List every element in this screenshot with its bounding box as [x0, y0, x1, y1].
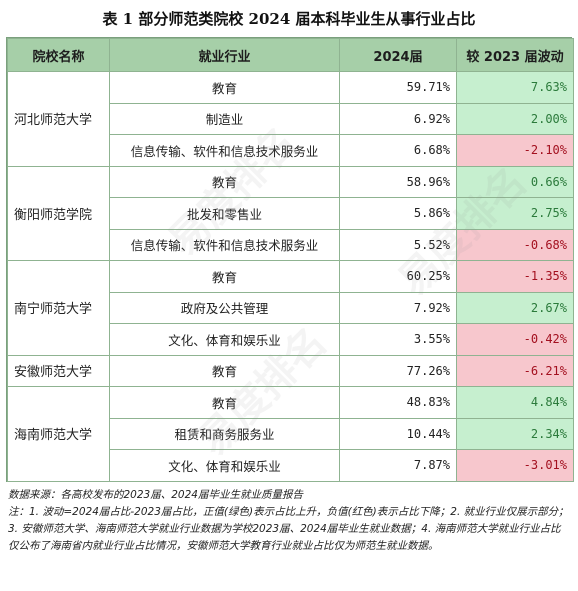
share-2024-cell: 7.92%: [339, 291, 457, 324]
table-row: 信息传输、软件和信息技术服务业 6.68% -2.10%: [8, 134, 574, 167]
table-row: 衡阳师范学院 教育 58.96% 0.66%: [7, 165, 574, 261]
share-2024-cell: 6.68%: [339, 134, 457, 167]
change-cell: 2.34%: [456, 417, 574, 450]
table-body: 河北师范大学 教育 59.71% 7.63% 制造业 6.92% 2.00% 信息传输、软件和…: [7, 71, 574, 482]
data-table: 院校名称 就业行业 2024届 较 2023 届波动 河北师范大学 教育 59.71…: [7, 38, 574, 482]
share-2024-cell: 3.55%: [339, 323, 457, 356]
change-cell: -1.35%: [456, 260, 574, 293]
source-note: 数据来源：各高校发布的2023届、2024届毕业生就业质量报告: [8, 489, 303, 501]
industry-cell: 文化、体育和娱乐业: [109, 323, 340, 356]
share-2024-cell: 6.92%: [339, 102, 457, 135]
change-cell: 2.67%: [456, 291, 574, 324]
share-2024-cell: 48.83%: [339, 386, 457, 419]
table-container: 院校名称 就业行业 2024届 较 2023 届波动 河北师范大学 教育 59.71…: [6, 37, 574, 482]
notes: 数据来源：各高校发布的2023届、2024届毕业生就业质量报告 注：1. 波动=…: [8, 487, 570, 555]
school-name-cell: 河北师范大学: [7, 71, 110, 167]
table-row: 南宁师范大学 教育 60.25% -1.35%: [7, 260, 574, 356]
industry-cell: 教育: [109, 165, 340, 198]
change-cell: 0.66%: [456, 165, 574, 198]
table-title: 表 1 部分师范类院校 2024 届本科毕业生从事行业占比: [102, 9, 476, 28]
change-cell: -2.10%: [456, 134, 574, 167]
school-name-cell: 海南师范大学: [7, 386, 110, 482]
industry-cell: 租赁和商务服务业: [109, 417, 340, 450]
table-row: 制造业 6.92% 2.00%: [8, 102, 574, 135]
table-row: 海南师范大学 教育 48.83% 4.84%: [7, 386, 574, 482]
industry-cell: 教育: [109, 71, 340, 104]
industry-cell: 批发和零售业: [109, 197, 340, 230]
share-2024-cell: 60.25%: [339, 260, 457, 293]
change-cell: -6.21%: [456, 354, 574, 387]
change-cell: 7.63%: [456, 71, 574, 104]
change-cell: 2.75%: [456, 197, 574, 230]
table-row: 文化、体育和娱乐业 3.55% -0.42%: [8, 323, 574, 356]
change-cell: 4.84%: [456, 386, 574, 419]
share-2024-cell: 7.87%: [339, 449, 457, 482]
header-change: 较 2023 届波动: [456, 38, 574, 72]
industry-cell: 文化、体育和娱乐业: [109, 449, 340, 482]
change-cell: 2.00%: [456, 102, 574, 135]
table-row: 文化、体育和娱乐业 7.87% -3.01%: [8, 449, 574, 482]
share-2024-cell: 10.44%: [339, 417, 457, 450]
industry-cell: 信息传输、软件和信息技术服务业: [109, 134, 340, 167]
change-cell: -0.68%: [456, 228, 574, 261]
table-row: 租赁和商务服务业 10.44% 2.34%: [8, 417, 574, 450]
share-2024-cell: 77.26%: [339, 354, 457, 387]
school-name-cell: 衡阳师范学院: [7, 165, 110, 261]
school-name-cell: 南宁师范大学: [7, 260, 110, 356]
industry-cell: 政府及公共管理: [109, 291, 340, 324]
industry-cell: 制造业: [109, 102, 340, 135]
header-share-2024: 2024届: [339, 38, 457, 72]
table-row: 批发和零售业 5.86% 2.75%: [8, 197, 574, 230]
header-industry: 就业行业: [109, 38, 340, 72]
change-cell: -0.42%: [456, 323, 574, 356]
table-row: 安徽师范大学 教育 77.26% -6.21%: [7, 354, 574, 387]
industry-cell: 教育: [109, 354, 340, 387]
table-row: 政府及公共管理 7.92% 2.67%: [8, 291, 574, 324]
school-name-cell: 安徽师范大学: [7, 354, 110, 387]
share-2024-cell: 5.86%: [339, 197, 457, 230]
share-2024-cell: 59.71%: [339, 71, 457, 104]
table-row: 信息传输、软件和信息技术服务业 5.52% -0.68%: [8, 228, 574, 261]
industry-cell: 教育: [109, 260, 340, 293]
change-cell: -3.01%: [456, 449, 574, 482]
header-school: 院校名称: [7, 38, 110, 72]
share-2024-cell: 5.52%: [339, 228, 457, 261]
share-2024-cell: 58.96%: [339, 165, 457, 198]
header-row: 院校名称 就业行业 2024届 较 2023 届波动: [7, 38, 574, 72]
industry-cell: 信息传输、软件和信息技术服务业: [109, 228, 340, 261]
industry-cell: 教育: [109, 386, 340, 419]
table-row: 河北师范大学 教育 59.71% 7.63%: [7, 71, 574, 167]
footnote: 注：1. 波动=2024届占比-2023届占比，正值(绿色)表示占比上升，负值(…: [8, 506, 569, 552]
